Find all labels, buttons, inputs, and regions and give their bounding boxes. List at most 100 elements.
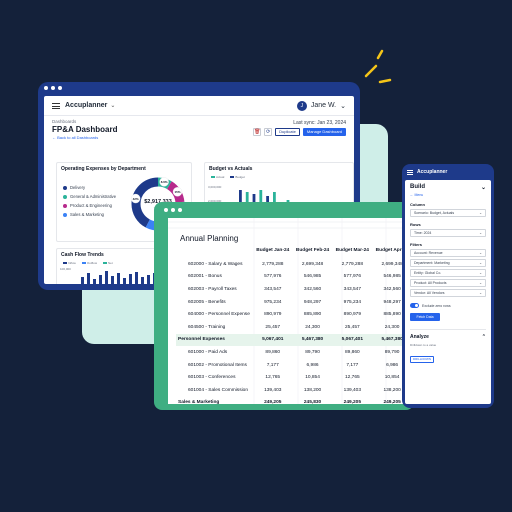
- table-cell[interactable]: 2,779,288: [341, 261, 363, 267]
- table-cell[interactable]: 24,300: [384, 324, 400, 330]
- row-label[interactable]: 604500 - Training: [188, 324, 226, 330]
- menu-icon[interactable]: [407, 169, 413, 175]
- table-cell[interactable]: 342,560: [303, 286, 322, 292]
- chevron-down-icon[interactable]: ⌄: [480, 185, 486, 191]
- table-cell[interactable]: 10,854: [305, 375, 320, 381]
- select-value: Scenario: Budget, Actuals: [414, 211, 455, 215]
- table-cell[interactable]: 890,979: [264, 312, 282, 318]
- rows-select[interactable]: Time: 2024 ⌄: [410, 229, 486, 237]
- table-cell[interactable]: 139,403: [343, 387, 361, 393]
- table-cell[interactable]: 5,067,401: [252, 333, 293, 347]
- row-label[interactable]: 602003 - Payroll Taxes: [188, 286, 237, 292]
- legend-swatch-icon: [230, 176, 235, 178]
- cash-bars: [81, 271, 162, 284]
- duplicate-button[interactable]: Duplicate: [275, 128, 300, 136]
- table-cell[interactable]: 245,830: [303, 400, 322, 404]
- row-label[interactable]: 602005 - Benefits: [188, 299, 226, 305]
- table-cell[interactable]: 89,790: [384, 349, 400, 355]
- breadcrumb[interactable]: Dashboards: [52, 119, 77, 124]
- user-menu[interactable]: J Jane W. ⌄: [296, 100, 346, 111]
- table-cell[interactable]: 343,547: [264, 286, 282, 292]
- table-cell[interactable]: 138,200: [303, 387, 322, 393]
- delete-icon[interactable]: 🗑: [253, 128, 262, 136]
- table-cell[interactable]: 885,890: [383, 312, 401, 318]
- table-cell[interactable]: 89,790: [305, 349, 320, 355]
- table-cell[interactable]: 6,986: [386, 362, 399, 368]
- row-label[interactable]: 604000 - Personnel Expense: [188, 312, 250, 318]
- back-link[interactable]: ← Back to all Dashboards: [52, 135, 99, 140]
- manage-dashboard-button[interactable]: Manage Dashboard: [302, 128, 346, 136]
- table-cell[interactable]: 975,234: [343, 299, 361, 305]
- column-select[interactable]: Scenario: Budget, Actuals ⌄: [410, 209, 486, 217]
- table-cell[interactable]: 7,177: [266, 362, 279, 368]
- row-label[interactable]: 601003 - Conferences: [188, 375, 236, 381]
- table-cell[interactable]: 249,205: [264, 400, 282, 404]
- table-cell[interactable]: 25,457: [344, 324, 360, 330]
- table-cell[interactable]: 249,205: [383, 400, 401, 404]
- table-cell[interactable]: 577,976: [264, 274, 282, 280]
- table-cell[interactable]: 7,177: [346, 362, 359, 368]
- refresh-icon[interactable]: ⟳: [264, 128, 273, 136]
- table-cell[interactable]: 2,699,348: [301, 261, 324, 267]
- row-label[interactable]: 602001 - Bonus: [188, 274, 222, 280]
- filter-select[interactable]: Entity: Global Co. ⌄: [410, 269, 486, 277]
- drilldown-chip[interactable]: DRILLDOWN: [410, 356, 435, 363]
- table-row: 601003 - Conferences 12,765 10,854 12,765 10…: [176, 371, 412, 384]
- table-cell[interactable]: 2,699,348: [381, 261, 403, 267]
- y-tick-label: 2,000,000: [208, 199, 222, 203]
- row-label[interactable]: 601004 - Sales Commission: [188, 387, 248, 393]
- filter-select[interactable]: Account: Revenue ⌄: [410, 249, 486, 257]
- table-cell[interactable]: 12,765: [265, 375, 281, 381]
- column-header[interactable]: Budget Mar-24: [335, 248, 369, 253]
- table-cell[interactable]: 546,985: [303, 274, 322, 280]
- table-cell[interactable]: 5,067,401: [332, 333, 373, 347]
- table-cell[interactable]: 89,860: [344, 349, 360, 355]
- legend-label: Actual: [216, 175, 225, 179]
- exclude-zero-toggle[interactable]: Exclude zero rows: [410, 303, 486, 308]
- fetch-data-button[interactable]: Fetch Data: [410, 313, 440, 321]
- table-cell[interactable]: 2,779,288: [262, 261, 284, 267]
- table-cell[interactable]: 948,297: [303, 299, 322, 305]
- filter-select[interactable]: Product: All Products ⌄: [410, 279, 486, 287]
- table-cell[interactable]: 25,457: [265, 324, 281, 330]
- column-label: Column: [410, 202, 425, 207]
- column-header[interactable]: Budget Apr-24: [375, 248, 409, 253]
- table-cell[interactable]: 12,765: [344, 375, 360, 381]
- analyze-header[interactable]: Analyze ⌃: [410, 334, 486, 340]
- table-cell[interactable]: 138,200: [383, 387, 401, 393]
- row-label[interactable]: 601002 - Promotional Items: [188, 362, 247, 368]
- legend-item: Budget: [230, 175, 245, 179]
- chevron-down-icon[interactable]: ⌄: [110, 103, 116, 109]
- column-header[interactable]: Budget Jan-24: [256, 248, 290, 253]
- row-label[interactable]: Personnel Expenses: [176, 333, 253, 347]
- row-label[interactable]: 602000 - Salary & Wages: [188, 261, 243, 267]
- table-cell[interactable]: 6,986: [306, 362, 319, 368]
- row-label[interactable]: Sales & Marketing: [178, 400, 220, 404]
- menu-icon[interactable]: [52, 102, 60, 109]
- table-cell[interactable]: 10,854: [384, 375, 400, 381]
- row-label[interactable]: 601000 - Paid Ads: [188, 349, 228, 355]
- table-cell[interactable]: 342,560: [383, 286, 401, 292]
- menu-link[interactable]: ← Menu: [410, 193, 424, 197]
- table-cell[interactable]: 89,860: [265, 349, 281, 355]
- column-header[interactable]: Budget Feb-24: [295, 248, 330, 253]
- top-bar: Accuplanner ⌄ J Jane W. ⌄: [44, 96, 354, 116]
- table-cell[interactable]: 343,547: [343, 286, 361, 292]
- table-cell[interactable]: 24,300: [305, 324, 320, 330]
- legend-dot-icon: [63, 185, 67, 190]
- filter-select[interactable]: Vendor: All Vendors ⌄: [410, 289, 486, 297]
- table-cell[interactable]: 577,976: [343, 274, 361, 280]
- toggle-switch[interactable]: [410, 303, 419, 308]
- filter-select[interactable]: Department: Marketing ⌄: [410, 259, 486, 267]
- table-cell[interactable]: 546,985: [383, 274, 401, 280]
- table-cell[interactable]: 249,205: [343, 400, 361, 404]
- table-cell[interactable]: 948,297: [383, 299, 401, 305]
- avatar: J: [296, 100, 307, 111]
- table-cell[interactable]: 890,979: [343, 312, 361, 318]
- table-cell[interactable]: 5,467,380: [292, 333, 333, 347]
- legend-item: Outflow: [81, 261, 97, 265]
- chevron-down-icon: ⌄: [479, 251, 482, 255]
- table-cell[interactable]: 139,403: [264, 387, 282, 393]
- table-cell[interactable]: 975,234: [264, 299, 282, 305]
- table-cell[interactable]: 885,890: [303, 312, 322, 318]
